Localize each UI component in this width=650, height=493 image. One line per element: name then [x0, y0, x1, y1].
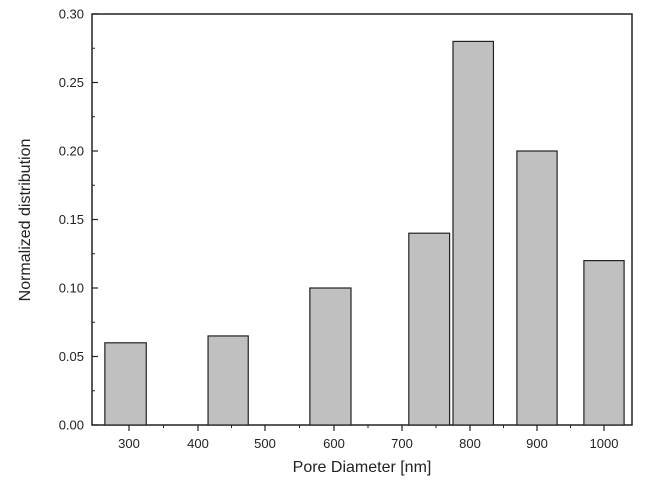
bar-3	[408, 232, 451, 426]
bar-6	[583, 260, 625, 426]
x-tick-label-4: 700	[391, 436, 413, 451]
x-tick-label-1: 400	[187, 436, 209, 451]
y-tick-label-1: 0.05	[59, 349, 84, 364]
bars-group	[104, 40, 625, 426]
bar-2	[309, 287, 352, 426]
x-axis-title: Pore Diameter [nm]	[293, 459, 432, 476]
y-axis-title: Normalized distribution	[17, 139, 34, 302]
y-tick-label-0: 0.00	[59, 418, 84, 433]
x-tick-label-5: 800	[459, 436, 481, 451]
x-tick-label-3: 600	[323, 436, 345, 451]
x-tick-label-2: 500	[254, 436, 276, 451]
y-tick-label-2: 0.10	[59, 281, 84, 296]
y-tick-label-5: 0.25	[59, 75, 84, 90]
y-tick-label-4: 0.20	[59, 144, 84, 159]
bar-0	[104, 342, 147, 426]
bar-5	[516, 150, 558, 426]
bar-4	[452, 40, 495, 426]
x-tick-label-6: 900	[526, 436, 548, 451]
bar-1	[207, 335, 249, 426]
x-tick-label-0: 300	[118, 436, 140, 451]
x-axis-ticks: 300 400 500 600 700 800 900 1000	[118, 425, 618, 451]
x-tick-label-7: 1000	[590, 436, 619, 451]
y-tick-label-3: 0.15	[59, 212, 84, 227]
y-tick-label-6: 0.30	[59, 7, 84, 22]
y-axis-ticks: 0.00 0.05 0.10 0.15 0.20 0.25 0.30	[59, 7, 98, 433]
